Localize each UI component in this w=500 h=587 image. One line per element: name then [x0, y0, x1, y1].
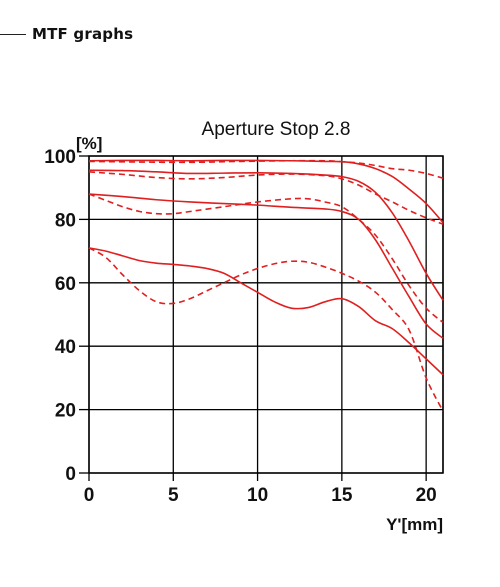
- x-tick-label-5: 5: [168, 485, 179, 506]
- series-line-5-solid: [88, 193, 444, 339]
- header-rule: [0, 33, 26, 35]
- series-line-6-dashed: [88, 193, 444, 324]
- series-line-1-solid: [88, 159, 444, 224]
- grid: [79, 155, 444, 481]
- series-line-4-dashed: [88, 171, 444, 225]
- x-tick-label-15: 15: [331, 485, 353, 506]
- chart-title: Aperture Stop 2.8: [202, 119, 351, 140]
- y-tick-label-0: 0: [65, 464, 76, 485]
- y-tick-label-40: 40: [55, 337, 76, 358]
- section-header: MTF graphs: [0, 22, 133, 46]
- series-line-2-dashed: [88, 159, 444, 179]
- x-axis-label: Y'[mm]: [386, 515, 443, 534]
- series-line-8-dashed: [88, 247, 444, 412]
- series-line-7-solid: [88, 247, 444, 376]
- x-tick-label-20: 20: [416, 485, 437, 506]
- y-tick-label-80: 80: [55, 210, 76, 231]
- x-tick-label-0: 0: [84, 485, 95, 506]
- plot-frame: [88, 155, 444, 474]
- series-line-3-solid: [88, 169, 444, 301]
- series-group: [88, 159, 444, 412]
- y-tick-label-60: 60: [55, 274, 76, 295]
- section-title: MTF graphs: [32, 25, 134, 43]
- tick-labels: 0 20 40 60 80 100 0 5 10 15 20: [44, 147, 436, 506]
- y-tick-label-100: 100: [44, 147, 76, 168]
- y-axis-label: [%]: [76, 134, 102, 153]
- x-tick-label-10: 10: [247, 485, 268, 506]
- y-tick-label-20: 20: [55, 401, 76, 422]
